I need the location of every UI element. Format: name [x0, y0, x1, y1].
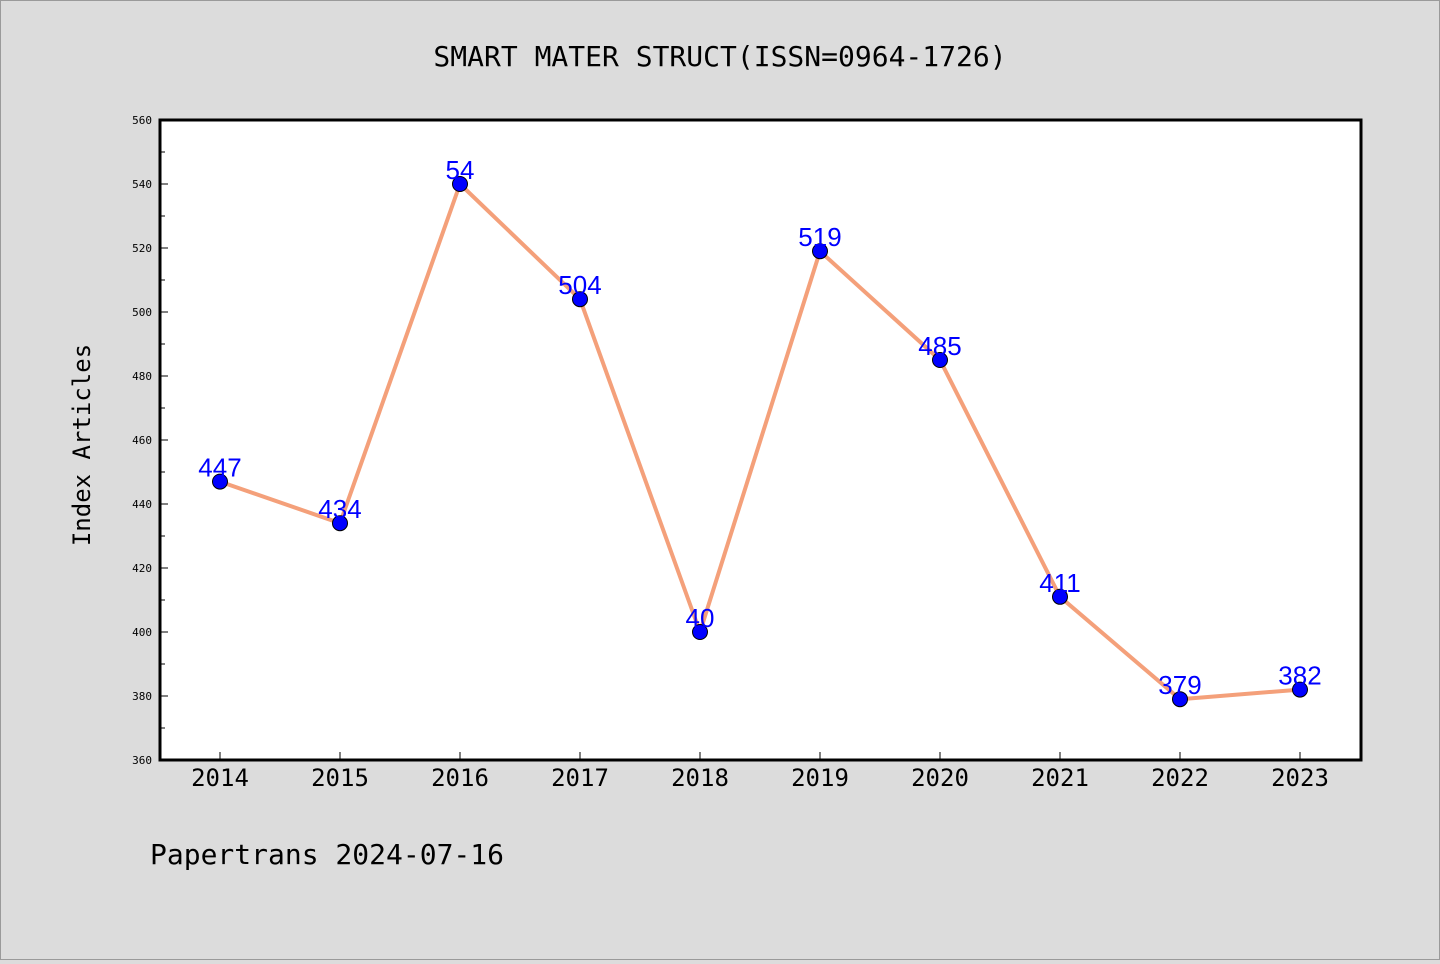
y-tick-label: 520: [132, 242, 152, 255]
data-label: 411: [1039, 568, 1080, 598]
data-point: [452, 176, 468, 192]
data-label: 379: [1158, 670, 1201, 700]
x-tick-label: 2022: [1151, 764, 1209, 792]
x-tick-label: 2018: [671, 764, 729, 792]
watermark-text: Papertrans 2024-07-16: [150, 838, 504, 871]
y-tick-label: 500: [132, 306, 152, 319]
x-axis: 2014 2015 2016 2017 2018 2019 2020 2021 2022 2023: [191, 752, 1329, 792]
data-point: [692, 624, 708, 640]
data-point: [932, 352, 948, 368]
x-tick-label: 2019: [791, 764, 849, 792]
x-tick-label: 2014: [191, 764, 249, 792]
x-tick-label: 2017: [551, 764, 609, 792]
data-label: 40: [686, 603, 715, 633]
series-line: [219, 182, 1301, 702]
y-axis-label: Index Articles: [68, 344, 96, 546]
chart-title: SMART MATER STRUCT(ISSN=0964-1726): [433, 40, 1006, 73]
series-index-articles: 447 434 54 504 40 519 485 411 379 382: [198, 155, 1322, 708]
data-point: [1052, 588, 1068, 605]
data-point: [212, 473, 228, 490]
data-point: [332, 515, 348, 532]
y-tick-label: 360: [132, 754, 152, 767]
data-label: 504: [558, 270, 601, 300]
data-point: [812, 243, 828, 260]
x-tick-label: 2016: [431, 764, 489, 792]
data-label: 485: [918, 331, 961, 361]
y-tick-label: 460: [132, 434, 152, 447]
x-tick-label: 2023: [1271, 764, 1329, 792]
x-tick-label: 2021: [1031, 764, 1089, 792]
y-axis: 360 380 400 420 440 460 480 500 520 540 560: [132, 114, 168, 767]
data-label: 447: [198, 453, 241, 483]
y-tick-label: 440: [132, 498, 152, 511]
y-tick-label: 420: [132, 562, 152, 575]
x-tick-label: 2015: [311, 764, 369, 792]
y-tick-label: 400: [132, 626, 152, 639]
y-tick-label: 380: [132, 690, 152, 703]
data-label: 54: [446, 155, 475, 185]
data-label: 519: [798, 222, 841, 252]
y-tick-label: 540: [132, 178, 152, 191]
x-tick-label: 2020: [911, 764, 969, 792]
y-tick-label: 560: [132, 114, 152, 127]
y-tick-label: 480: [132, 370, 152, 383]
data-point: [1292, 681, 1308, 698]
data-label: 382: [1278, 661, 1321, 691]
data-point: [572, 291, 588, 308]
data-point: [1172, 691, 1188, 708]
data-label: 434: [318, 494, 361, 524]
